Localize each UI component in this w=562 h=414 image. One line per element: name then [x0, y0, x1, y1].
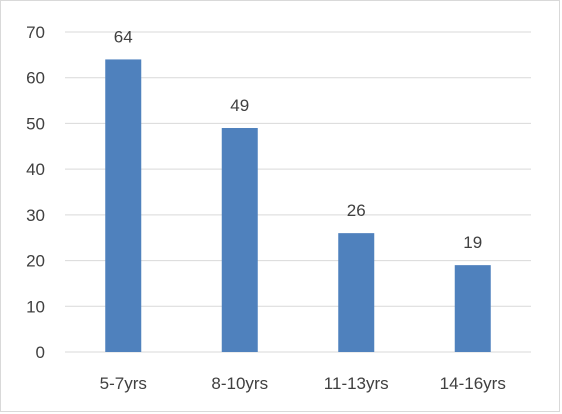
- x-category-label: 14-16yrs: [440, 374, 506, 393]
- bar: [454, 265, 491, 352]
- y-tick-label: 20: [26, 252, 45, 271]
- data-labels: 64 49 26 19: [114, 27, 482, 252]
- x-axis-category-labels: 5-7yrs 8-10yrs 11-13yrs 14-16yrs: [100, 374, 506, 393]
- data-label: 19: [463, 233, 482, 252]
- bar: [105, 59, 142, 353]
- data-label: 64: [114, 27, 133, 46]
- y-tick-label: 60: [26, 69, 45, 88]
- bar: [338, 233, 375, 352]
- x-category-label: 5-7yrs: [100, 374, 147, 393]
- bar: [221, 128, 258, 352]
- gridlines: [65, 31, 531, 353]
- y-tick-label: 10: [26, 297, 45, 316]
- x-category-label: 11-13yrs: [324, 374, 389, 393]
- y-tick-label: 40: [26, 160, 45, 179]
- y-tick-label: 0: [36, 343, 45, 362]
- data-label: 26: [347, 201, 366, 220]
- y-tick-label: 50: [26, 114, 45, 133]
- data-label: 49: [230, 96, 249, 115]
- y-tick-label: 30: [26, 206, 45, 225]
- x-category-label: 8-10yrs: [211, 374, 268, 393]
- bars: [105, 59, 491, 353]
- y-axis-tick-labels: 0 10 20 30 40 50 60 70: [26, 23, 45, 362]
- y-tick-label: 70: [26, 23, 45, 42]
